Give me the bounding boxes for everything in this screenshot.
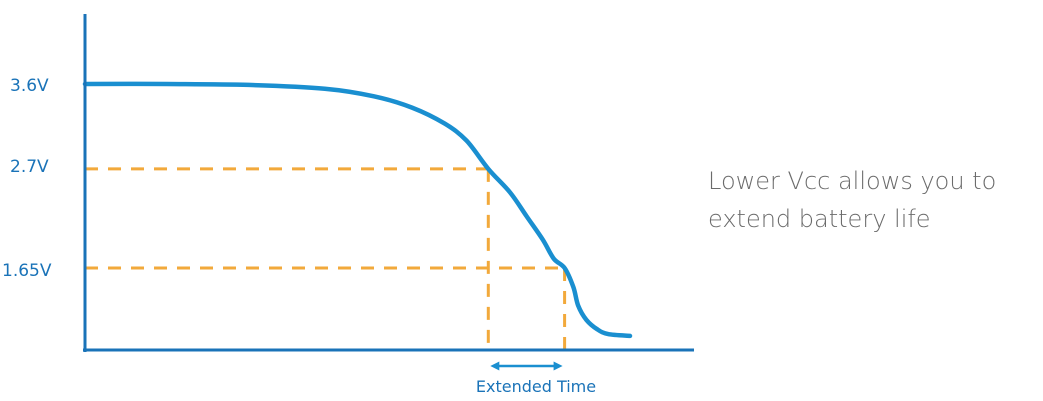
discharge-curve — [82, 81, 633, 339]
extended-time-label: Extended Time — [476, 377, 596, 396]
extended-time-arrow — [490, 361, 563, 371]
extended-time-arrow-head-right — [553, 361, 563, 371]
extended-time-arrow-head-left — [490, 361, 500, 371]
y-tick-label-1-65v: 1.65V — [2, 261, 52, 281]
y-tick-label-2-7v: 2.7V — [10, 157, 49, 177]
side-note: Lower Vcc allows you to extend battery l… — [708, 162, 1038, 238]
y-tick-label-3-6v: 3.6V — [10, 76, 49, 96]
side-note-line-1: Lower Vcc allows you to — [708, 167, 997, 195]
side-note-line-2: extend battery life — [708, 205, 931, 233]
reference-lines — [85, 167, 567, 349]
